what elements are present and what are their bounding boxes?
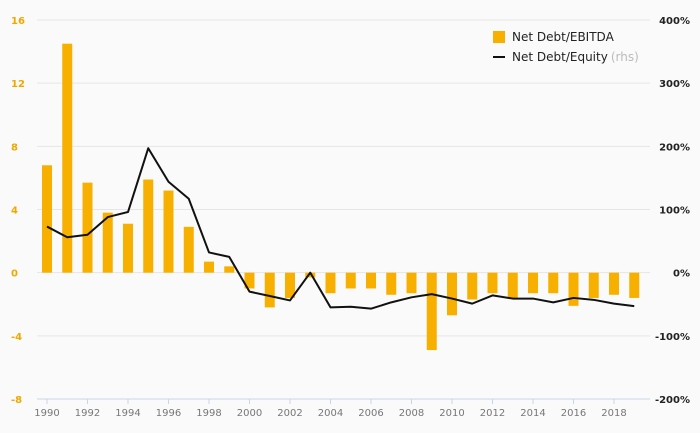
bar-1990 — [42, 165, 52, 273]
bar-2003 — [305, 272, 316, 278]
bar-2009 — [426, 272, 437, 351]
legend-label-line-suffix: (rhs) — [610, 50, 639, 64]
x-tick-label: 2006 — [358, 408, 383, 419]
bar-1998 — [204, 261, 214, 273]
bar-2001 — [264, 272, 275, 308]
bar-2014 — [528, 272, 538, 294]
x-tick-label: 2002 — [277, 408, 302, 419]
bar-series-net-debt-ebitda — [42, 43, 640, 351]
y-right-tick-label: 400% — [659, 16, 690, 27]
legend-label-line: Net Debt/Equity — [512, 50, 608, 64]
y-left-tick-label: 12 — [11, 79, 25, 90]
y-right-tick-label: 200% — [659, 142, 690, 153]
bar-1994 — [123, 223, 133, 273]
bar-2019 — [629, 272, 640, 298]
x-tick-label: 2010 — [439, 408, 464, 419]
bar-1999 — [224, 266, 235, 273]
y-left-tick-label: 4 — [11, 206, 18, 217]
x-tick-label: 1998 — [196, 408, 221, 419]
y-left-tick-label: -4 — [11, 332, 22, 343]
y-left-tick-label: 0 — [11, 269, 18, 280]
bar-1995 — [143, 179, 154, 273]
y-right-tick-label: 100% — [659, 206, 690, 217]
x-tick-label: 1992 — [75, 408, 100, 419]
bar-2010 — [447, 272, 457, 316]
bar-2013 — [507, 272, 518, 298]
bar-2008 — [406, 272, 417, 294]
bar-2017 — [588, 272, 599, 298]
bar-2000 — [244, 272, 255, 289]
x-tick-label: 2008 — [399, 408, 424, 419]
x-tick-label: 2014 — [520, 408, 545, 419]
bar-2004 — [325, 272, 336, 294]
bar-1996 — [163, 190, 174, 273]
legend: Net Debt/EBITDA Net Debt/Equity (rhs) — [493, 27, 639, 67]
legend-item-bar: Net Debt/EBITDA — [493, 27, 639, 47]
bar-2016 — [568, 272, 579, 306]
bar-2005 — [345, 272, 356, 289]
axes: 16 12 8 4 0 -4 -8 400% 300% 200% 100% 0% -100% -200% 1… — [11, 16, 690, 419]
y-left-tick-label: -8 — [11, 395, 22, 406]
legend-swatch-line — [493, 56, 505, 58]
bar-2018 — [609, 272, 619, 295]
bar-1997 — [183, 226, 194, 273]
y-right-tick-label: 0% — [673, 269, 690, 280]
x-tick-label: 1990 — [34, 408, 59, 419]
y-right-tick-label: -100% — [655, 332, 690, 343]
x-tick-label: 1996 — [156, 408, 181, 419]
x-tick-label: 1994 — [115, 408, 140, 419]
bar-1991 — [62, 43, 73, 273]
bar-1993 — [102, 212, 113, 273]
x-tick-label: 2012 — [480, 408, 505, 419]
bar-2002 — [285, 272, 295, 298]
x-tick-label: 2000 — [237, 408, 262, 419]
bar-2011 — [467, 272, 478, 300]
legend-item-line: Net Debt/Equity (rhs) — [493, 47, 639, 67]
bar-1992 — [82, 182, 93, 273]
bar-2006 — [366, 272, 376, 289]
x-tick-label: 2016 — [561, 408, 586, 419]
y-left-tick-label: 16 — [11, 16, 25, 27]
bar-2007 — [386, 272, 397, 295]
legend-label-bar: Net Debt/EBITDA — [512, 30, 614, 44]
y-right-tick-label: 300% — [659, 79, 690, 90]
bar-2015 — [548, 272, 559, 294]
x-tick-label: 2004 — [318, 408, 343, 419]
legend-swatch-bar — [493, 31, 505, 43]
line-series-net-debt-equity — [46, 147, 635, 310]
bar-2012 — [487, 272, 498, 294]
y-right-tick-label: -200% — [655, 395, 690, 406]
net-debt-equity-line — [46, 147, 635, 310]
x-tick-label: 2018 — [601, 408, 626, 419]
y-left-tick-label: 8 — [11, 142, 18, 153]
